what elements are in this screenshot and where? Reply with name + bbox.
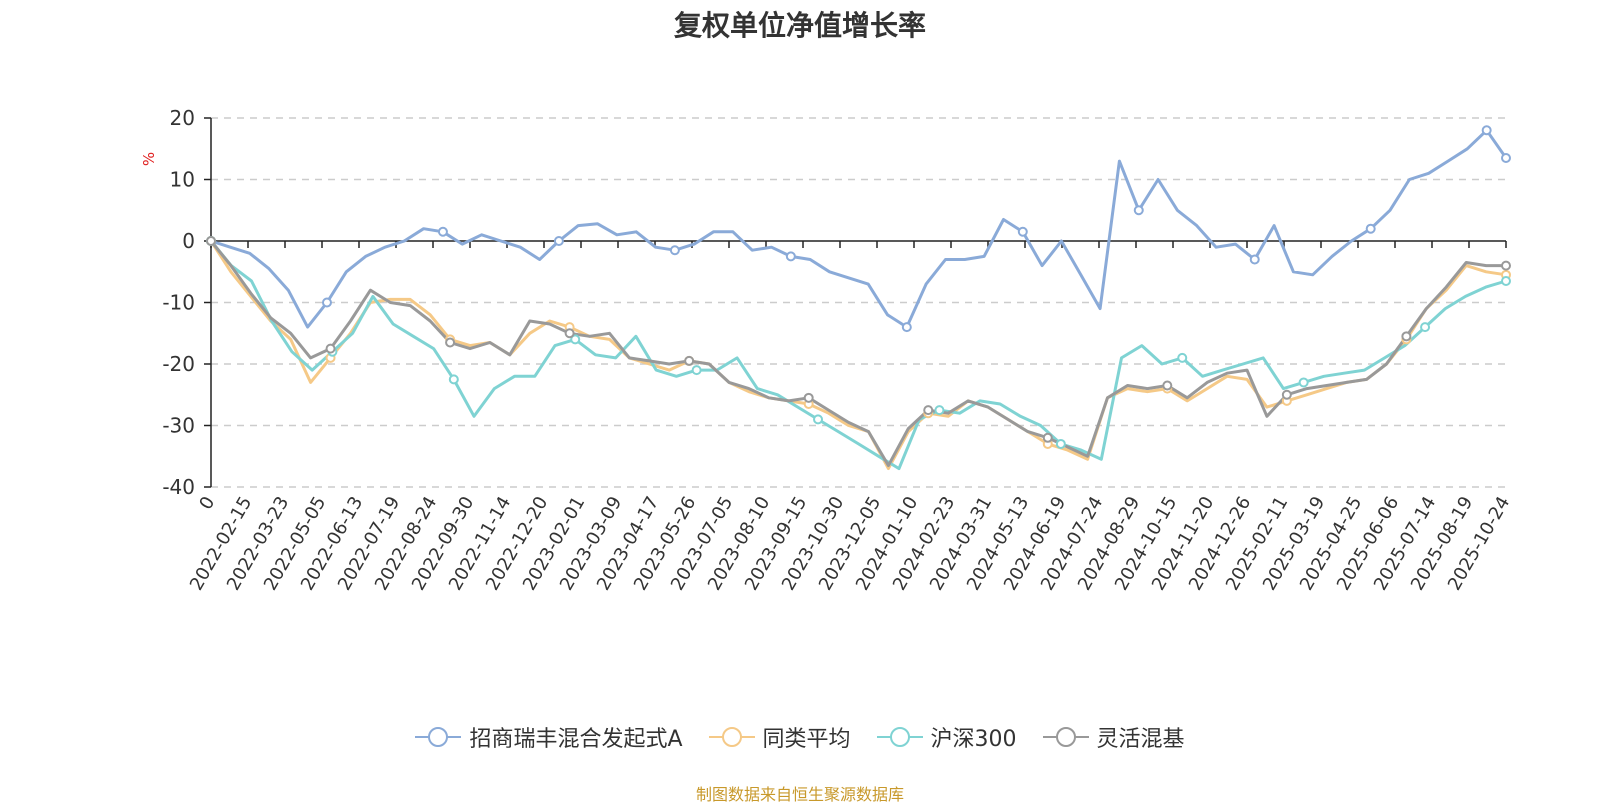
data-point bbox=[1501, 275, 1511, 286]
data-point bbox=[1365, 223, 1376, 234]
data-point bbox=[1420, 322, 1431, 333]
legend-item[interactable]: 沪深300 bbox=[876, 721, 1017, 753]
data-point bbox=[1501, 152, 1511, 163]
series-lines bbox=[209, 128, 1508, 471]
legend-label: 灵活混基 bbox=[1096, 727, 1185, 752]
data-point bbox=[1281, 389, 1292, 400]
data-point bbox=[206, 236, 216, 246]
data-point bbox=[813, 414, 824, 425]
legend-label: 同类平均 bbox=[762, 727, 851, 752]
data-point bbox=[691, 365, 702, 376]
legend-line-circle-icon bbox=[415, 727, 462, 747]
series-line bbox=[210, 128, 1508, 329]
series-line bbox=[209, 240, 1507, 471]
x-tick-labels: 02022-02-152022-03-232022-05-052022-06-1… bbox=[186, 493, 1514, 594]
data-point bbox=[570, 334, 581, 345]
y-tick-label: -30 bbox=[162, 414, 195, 438]
y-tick-label: 10 bbox=[170, 168, 195, 192]
data-point bbox=[901, 322, 912, 333]
y-tick-label: 20 bbox=[170, 106, 195, 130]
data-point bbox=[923, 405, 934, 416]
legend-line-circle-icon bbox=[876, 727, 923, 747]
legend-label: 沪深300 bbox=[930, 727, 1017, 752]
legend-marker bbox=[428, 727, 449, 747]
data-point bbox=[1042, 432, 1053, 443]
data-point bbox=[564, 328, 575, 339]
series-markers bbox=[206, 125, 1511, 449]
grid-lines bbox=[204, 117, 1506, 488]
legend-line-circle-icon bbox=[708, 727, 755, 747]
y-tick-label: -20 bbox=[162, 352, 195, 376]
legend: 招商瑞丰混合发起式A 同类平均 沪深300 灵活混基 bbox=[0, 720, 1600, 754]
source-note: 制图数据来自恒生聚源数据库 bbox=[695, 785, 904, 804]
y-tick-label: 0 bbox=[182, 229, 195, 253]
data-point bbox=[803, 392, 814, 403]
legend-label: 招商瑞丰混合发起式A bbox=[469, 727, 683, 752]
legend-marker bbox=[1055, 727, 1076, 747]
data-point bbox=[445, 337, 456, 348]
data-point bbox=[934, 405, 945, 416]
data-point bbox=[1017, 226, 1028, 237]
data-point bbox=[1162, 380, 1173, 391]
data-point bbox=[1298, 377, 1309, 388]
data-point bbox=[437, 226, 448, 237]
chart-title: 复权单位净值增长率 bbox=[673, 9, 926, 42]
data-point bbox=[1055, 438, 1066, 449]
data-point bbox=[1401, 331, 1412, 342]
y-tick-label: -10 bbox=[162, 291, 195, 315]
data-point bbox=[669, 245, 680, 256]
legend-marker bbox=[721, 727, 742, 747]
data-point bbox=[684, 355, 695, 366]
data-point bbox=[1249, 254, 1260, 265]
legend-marker bbox=[889, 727, 910, 747]
data-point bbox=[1501, 260, 1511, 271]
data-point bbox=[1177, 352, 1188, 363]
data-point bbox=[785, 251, 796, 262]
x-tick-label: 0 bbox=[195, 493, 219, 513]
legend-item[interactable]: 灵活混基 bbox=[1042, 721, 1185, 753]
legend-item[interactable]: 同类平均 bbox=[708, 721, 851, 753]
legend-line-circle-icon bbox=[1042, 727, 1089, 747]
axes bbox=[210, 118, 1507, 487]
data-point bbox=[448, 374, 459, 385]
data-point bbox=[1133, 205, 1144, 216]
data-point bbox=[553, 236, 564, 246]
y-tick-label: -40 bbox=[162, 475, 195, 499]
data-point bbox=[321, 297, 332, 308]
data-point bbox=[325, 343, 336, 354]
legend-item[interactable]: 招商瑞丰混合发起式A bbox=[415, 721, 683, 753]
y-tick-labels: 20 10 0 -10 -20 -30 -40 bbox=[162, 106, 195, 499]
line-chart: 20 10 0 -10 -20 -30 -40 02022-02-152022-03-232… bbox=[162, 106, 1514, 594]
data-point bbox=[1481, 125, 1492, 136]
